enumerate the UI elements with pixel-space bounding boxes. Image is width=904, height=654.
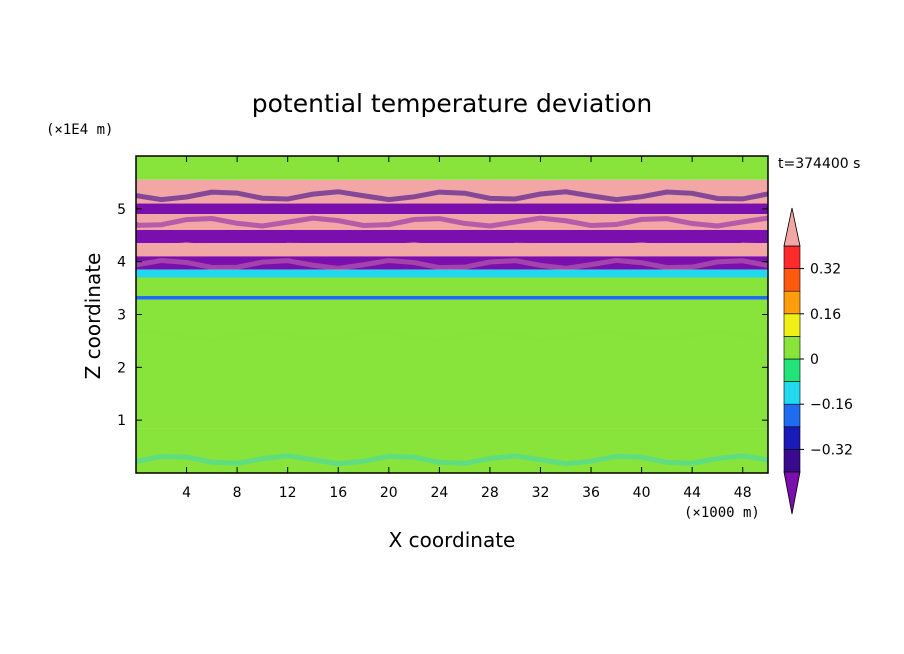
field-band	[136, 256, 768, 270]
chart-title: potential temperature deviation	[252, 89, 652, 118]
colorbar-swatch	[783, 268, 801, 292]
y-tick-label: 1	[117, 413, 126, 429]
x-tick-label: 16	[329, 485, 347, 501]
colorbar-label: 0	[810, 352, 819, 368]
colorbar-label: −0.32	[810, 442, 853, 458]
field-band	[136, 277, 768, 297]
x-tick-label: 32	[532, 485, 550, 501]
x-tick-label: 40	[633, 485, 651, 501]
field-band	[136, 296, 768, 300]
colorbar-swatch	[783, 449, 801, 473]
colorbar-swatch	[783, 245, 801, 269]
x-axis: 4 8 12 16 20 24 28 32 36 40 44 48	[182, 156, 752, 501]
contour-field	[136, 156, 768, 473]
field-band	[136, 269, 768, 278]
field-streak	[136, 215, 768, 229]
field-band	[136, 203, 768, 215]
y-tick-label: 4	[117, 255, 126, 271]
colorbar-swatch	[783, 313, 801, 337]
x-axis-label: X coordinate	[389, 528, 516, 552]
colorbar: 0.32 0.16 0 −0.16 −0.32	[783, 207, 853, 515]
x-tick-label: 4	[182, 485, 191, 501]
field-streak	[136, 453, 768, 467]
y-tick-label: 3	[117, 308, 126, 324]
colorbar-swatch	[783, 290, 801, 315]
y-axis-label: Z coordinate	[81, 253, 105, 380]
y-tick-label: 5	[117, 202, 126, 218]
field-streak	[136, 189, 768, 203]
colorbar-swatch	[783, 336, 801, 360]
field-streak	[136, 329, 768, 342]
x-tick-label: 28	[481, 485, 499, 501]
y-axis: 1 2 3 4 5	[117, 202, 768, 429]
colorbar-label: −0.16	[810, 397, 853, 413]
colorbar-label: 0.16	[810, 307, 841, 323]
field-streak	[136, 350, 768, 364]
field-streak	[136, 403, 768, 417]
field-streak	[136, 381, 768, 395]
field-streak	[136, 440, 768, 454]
colorbar-swatch	[783, 381, 801, 405]
y-tick-label: 2	[117, 360, 126, 376]
colorbar-swatch	[783, 358, 801, 382]
y-unit-label: (×1E4 m)	[46, 122, 113, 138]
x-unit-label: (×1000 m)	[684, 505, 760, 521]
field-band	[136, 229, 768, 244]
field-streak	[136, 257, 768, 271]
x-tick-label: 12	[279, 485, 297, 501]
colorbar-label: 0.32	[810, 262, 841, 278]
colorbar-extend-min	[783, 471, 801, 515]
field-streak	[136, 241, 768, 255]
field-band	[136, 156, 768, 180]
x-tick-label: 44	[683, 485, 701, 501]
x-tick-label: 20	[380, 485, 398, 501]
colorbar-extend-max	[783, 207, 801, 247]
x-tick-label: 36	[582, 485, 600, 501]
x-tick-label: 48	[734, 485, 752, 501]
x-tick-label: 8	[233, 485, 242, 501]
time-label: t=374400 s	[778, 156, 860, 172]
x-tick-label: 24	[430, 485, 448, 501]
colorbar-swatch	[783, 426, 801, 450]
colorbar-swatch	[783, 403, 801, 428]
